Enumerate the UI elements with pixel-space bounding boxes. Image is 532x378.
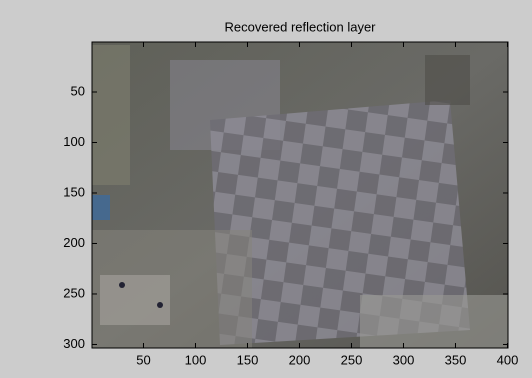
image [90, 42, 508, 348]
y-tick-label: 200 [63, 235, 85, 250]
page: Recovered reflection layer 50 100 150 200 25… [0, 0, 532, 378]
y-tick-label: 250 [63, 285, 85, 300]
y-tick-label: 50 [71, 83, 85, 98]
x-tick-label: 350 [445, 352, 467, 367]
chart-title: Recovered reflection layer [224, 19, 376, 34]
figure: Recovered reflection layer 50 100 150 200 25… [0, 0, 532, 378]
x-tick-label: 100 [185, 352, 207, 367]
y-tick-label: 150 [63, 184, 85, 199]
y-tick-label: 100 [63, 134, 85, 149]
y-tick-label: 300 [63, 336, 85, 351]
x-tick-label: 400 [497, 352, 519, 367]
x-tick-label: 200 [289, 352, 311, 367]
x-tick-label: 50 [136, 352, 150, 367]
x-tick-label: 150 [237, 352, 259, 367]
x-tick-label: 300 [393, 352, 415, 367]
x-tick-label: 250 [341, 352, 363, 367]
